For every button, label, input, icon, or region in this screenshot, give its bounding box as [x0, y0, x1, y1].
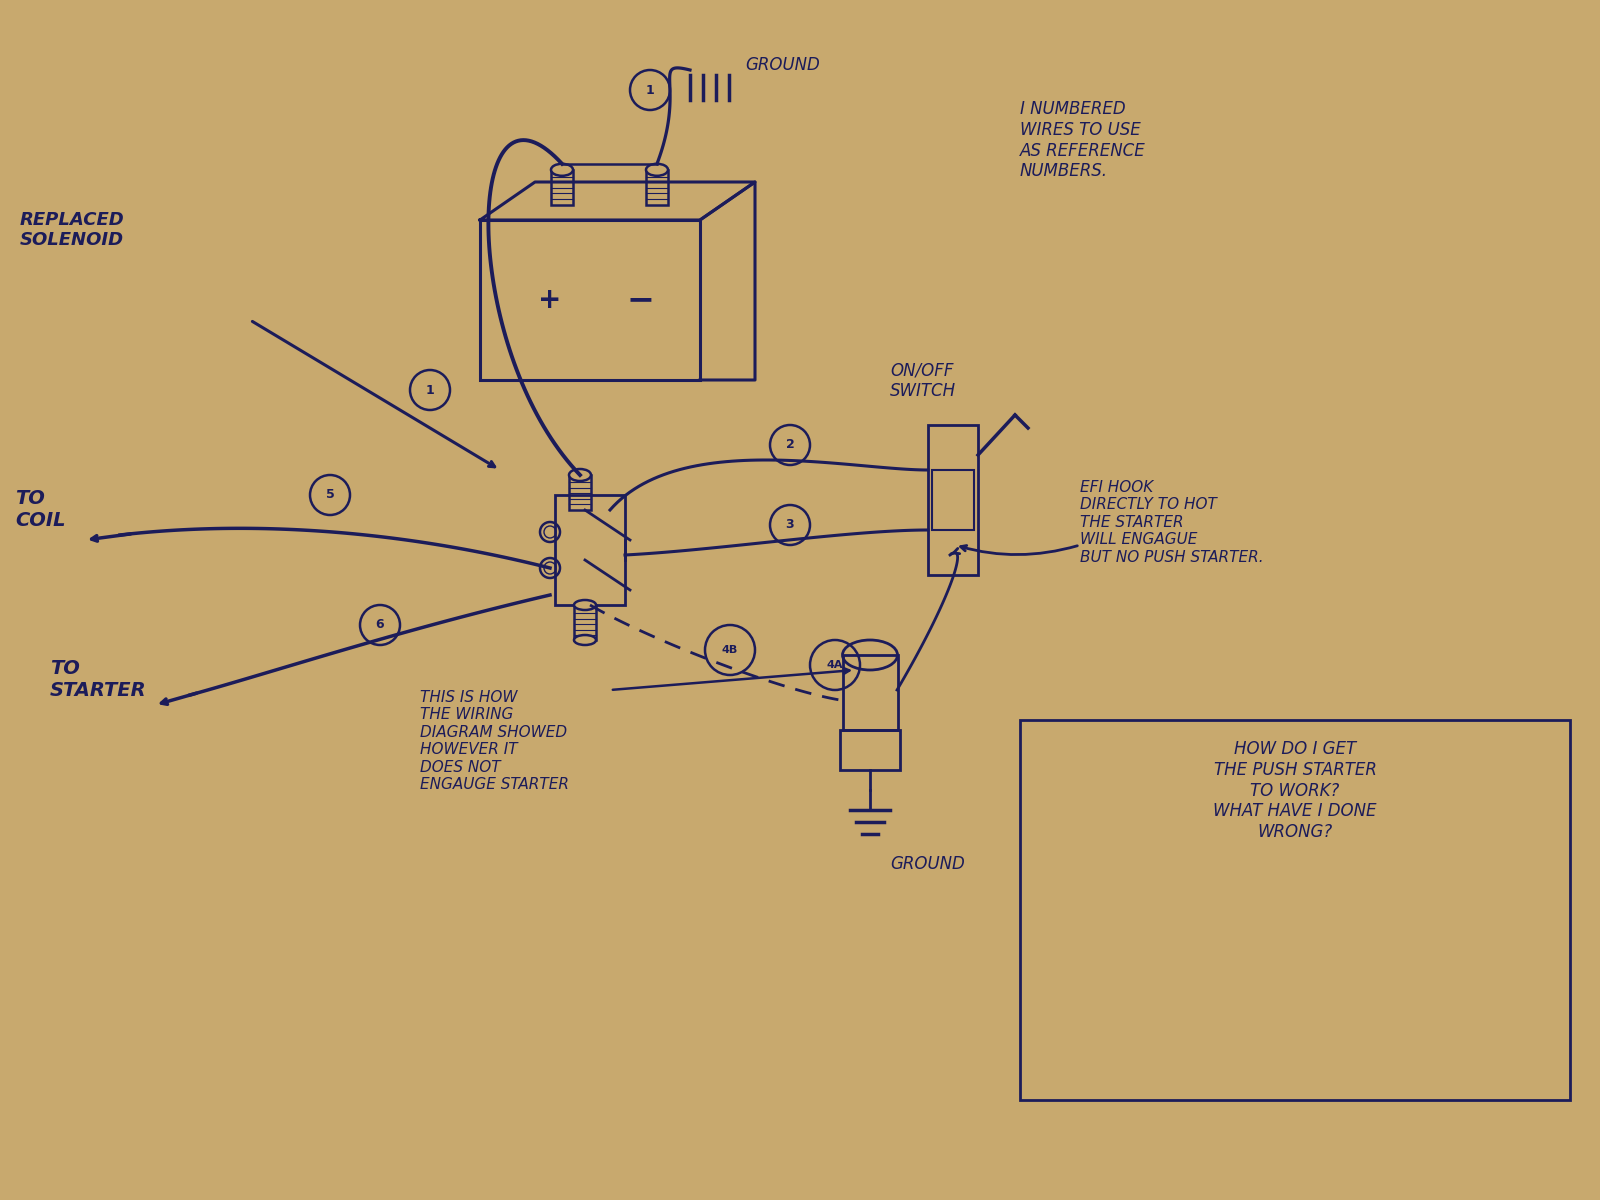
Ellipse shape — [646, 164, 667, 176]
Text: 2: 2 — [786, 438, 794, 451]
Text: THIS IS HOW
THE WIRING
DIAGRAM SHOWED
HOWEVER IT
DOES NOT
ENGAUGE STARTER: THIS IS HOW THE WIRING DIAGRAM SHOWED HO… — [419, 690, 570, 792]
Text: EFI HOOK
DIRECTLY TO HOT
THE STARTER
WILL ENGAGUE
BUT NO PUSH STARTER.: EFI HOOK DIRECTLY TO HOT THE STARTER WIL… — [1080, 480, 1264, 565]
Bar — [570, 475, 590, 510]
Bar — [574, 605, 595, 640]
Bar — [931, 470, 974, 530]
Text: HOW DO I GET
THE PUSH STARTER
TO WORK?
WHAT HAVE I DONE
WRONG?: HOW DO I GET THE PUSH STARTER TO WORK? W… — [1213, 740, 1376, 841]
Ellipse shape — [574, 635, 595, 646]
Ellipse shape — [574, 600, 595, 610]
Bar — [1021, 720, 1570, 1100]
Bar — [843, 655, 898, 730]
Text: +: + — [538, 286, 562, 314]
Bar — [480, 220, 701, 380]
Text: 4A: 4A — [827, 660, 843, 670]
Bar — [555, 494, 626, 605]
Text: GROUND: GROUND — [746, 56, 819, 74]
Text: I NUMBERED
WIRES TO USE
AS REFERENCE
NUMBERS.: I NUMBERED WIRES TO USE AS REFERENCE NUM… — [1021, 100, 1146, 180]
Text: 5: 5 — [326, 488, 334, 502]
Text: ON/OFF
SWITCH: ON/OFF SWITCH — [890, 361, 957, 400]
Text: TO
COIL: TO COIL — [14, 490, 66, 530]
Text: GROUND: GROUND — [890, 854, 965, 874]
Text: 3: 3 — [786, 518, 794, 532]
Text: 6: 6 — [376, 618, 384, 631]
Bar — [646, 170, 667, 205]
Text: 1: 1 — [426, 384, 434, 396]
Ellipse shape — [570, 469, 590, 481]
Bar — [840, 730, 899, 770]
Text: 4B: 4B — [722, 646, 738, 655]
Bar — [550, 170, 573, 205]
Text: REPLACED
SOLENOID: REPLACED SOLENOID — [19, 211, 125, 250]
Text: 1: 1 — [646, 84, 654, 96]
Ellipse shape — [550, 164, 573, 176]
Bar — [928, 425, 978, 575]
Text: TO
STARTER: TO STARTER — [50, 660, 147, 701]
Text: −: − — [626, 283, 654, 317]
